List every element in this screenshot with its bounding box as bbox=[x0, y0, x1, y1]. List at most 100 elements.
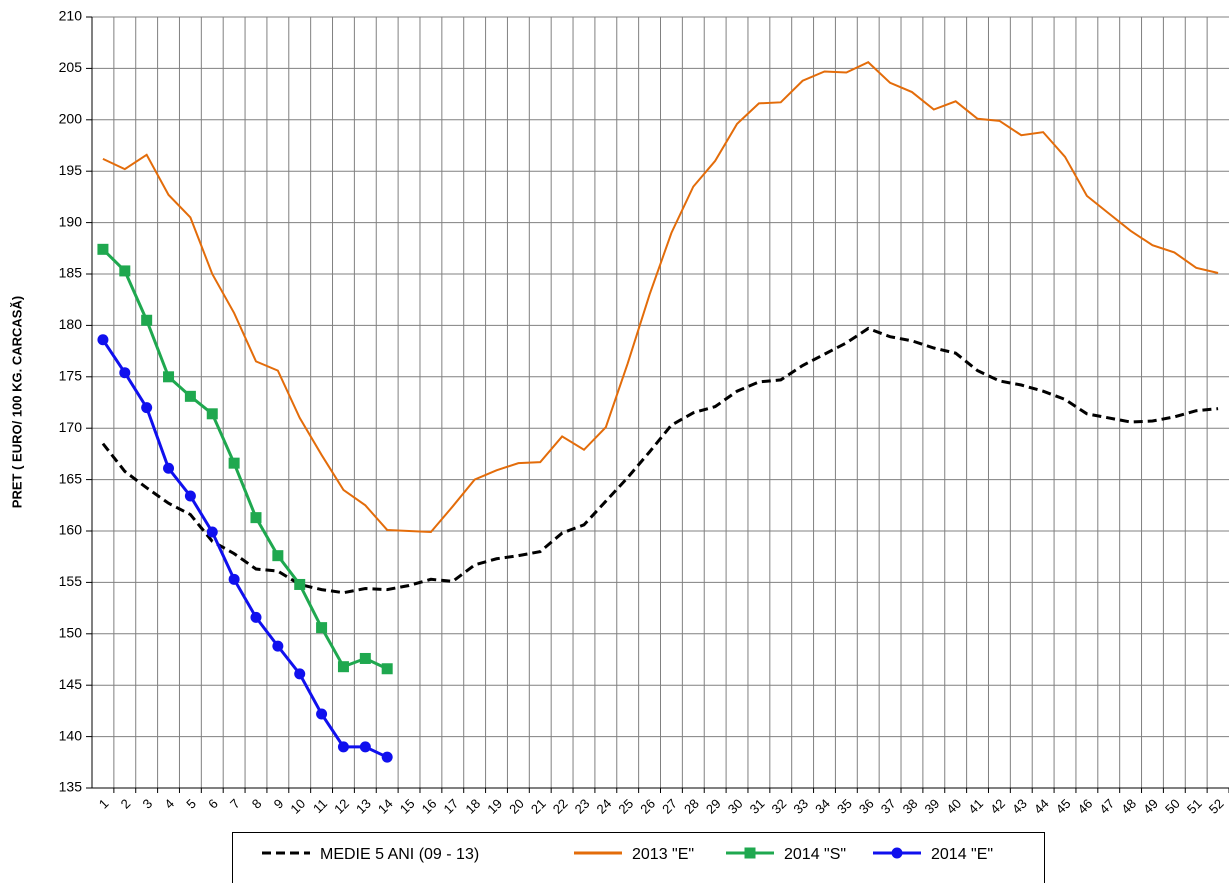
x-tick-label: 37 bbox=[878, 796, 899, 817]
x-tick-label: 11 bbox=[310, 796, 330, 816]
series-line bbox=[101, 338, 388, 759]
y-tick-label: 145 bbox=[59, 676, 83, 692]
marker bbox=[316, 708, 328, 720]
x-tick-label: 52 bbox=[1206, 796, 1227, 817]
marker bbox=[337, 661, 349, 673]
x-tick-label: 32 bbox=[768, 796, 789, 817]
y-tick-label: 140 bbox=[59, 727, 83, 743]
marker bbox=[228, 573, 240, 585]
x-tick-label: 35 bbox=[834, 796, 855, 817]
marker bbox=[119, 367, 131, 379]
x-tick-label: 47 bbox=[1096, 796, 1117, 817]
x-tick-label: 3 bbox=[139, 796, 155, 812]
x-tick-label: 38 bbox=[900, 796, 921, 817]
marker bbox=[381, 663, 393, 675]
x-tick-label: 24 bbox=[594, 796, 615, 817]
x-tick-label: 9 bbox=[271, 796, 287, 812]
legend-box bbox=[232, 832, 1045, 883]
legend-label: 2013 "E" bbox=[632, 846, 694, 863]
y-tick-label: 160 bbox=[59, 522, 83, 538]
x-tick-label: 25 bbox=[615, 796, 636, 817]
series-line bbox=[101, 248, 388, 671]
x-tick-label: 29 bbox=[703, 796, 724, 817]
x-tick-label: 1 bbox=[96, 796, 112, 812]
x-tick-label: 18 bbox=[462, 796, 483, 817]
x-tick-label: 40 bbox=[943, 796, 964, 817]
x-tick-label: 44 bbox=[1031, 796, 1052, 817]
y-tick-label: 170 bbox=[59, 419, 83, 435]
marker bbox=[272, 640, 284, 652]
x-tick-label: 45 bbox=[1053, 796, 1074, 817]
x-tick-label: 21 bbox=[528, 796, 549, 817]
x-tick-label: 48 bbox=[1118, 796, 1139, 817]
x-tick-label: 33 bbox=[790, 796, 811, 817]
x-tick-label: 7 bbox=[227, 796, 243, 812]
marker bbox=[228, 457, 240, 469]
x-tick-label: 6 bbox=[205, 796, 221, 812]
y-tick-label: 210 bbox=[59, 8, 83, 24]
x-tick-label: 28 bbox=[681, 796, 702, 817]
x-tick-label: 14 bbox=[375, 796, 396, 817]
y-tick-label: 200 bbox=[59, 111, 83, 127]
series-line bbox=[102, 61, 1219, 534]
marker bbox=[337, 741, 349, 753]
marker bbox=[206, 408, 218, 420]
marker bbox=[97, 334, 109, 346]
marker bbox=[119, 265, 131, 277]
x-tick-label: 50 bbox=[1162, 796, 1183, 817]
x-tick-label: 4 bbox=[161, 796, 177, 812]
x-tick-label: 49 bbox=[1140, 796, 1161, 817]
y-tick-label: 195 bbox=[59, 162, 83, 178]
y-tick-label: 165 bbox=[59, 470, 83, 486]
marker bbox=[744, 847, 756, 859]
marker bbox=[272, 550, 284, 562]
marker bbox=[294, 578, 306, 590]
x-tick-label: 39 bbox=[922, 796, 943, 817]
marker bbox=[163, 371, 175, 383]
x-tick-label: 43 bbox=[1009, 796, 1030, 817]
marker bbox=[250, 611, 262, 623]
y-tick-label: 190 bbox=[59, 213, 83, 229]
x-tick-label: 36 bbox=[856, 796, 877, 817]
series-line bbox=[101, 326, 1219, 595]
x-tick-label: 10 bbox=[287, 796, 308, 817]
marker bbox=[359, 652, 371, 664]
marker bbox=[141, 402, 153, 414]
x-tick-label: 19 bbox=[484, 796, 505, 817]
x-tick-label: 12 bbox=[331, 796, 352, 817]
marker bbox=[184, 490, 196, 502]
x-tick-label: 17 bbox=[440, 796, 461, 817]
x-tick-label: 51 bbox=[1184, 796, 1205, 817]
x-tick-label: 41 bbox=[965, 796, 986, 817]
y-tick-label: 155 bbox=[59, 573, 83, 589]
x-tick-label: 5 bbox=[183, 796, 199, 812]
y-tick-label: 150 bbox=[59, 625, 83, 641]
marker bbox=[184, 390, 196, 402]
marker bbox=[381, 751, 393, 763]
y-tick-label: 180 bbox=[59, 316, 83, 332]
x-tick-label: 13 bbox=[353, 796, 374, 817]
marker bbox=[141, 314, 153, 326]
x-tick-label: 27 bbox=[659, 796, 680, 817]
marker bbox=[163, 462, 175, 474]
y-tick-label: 135 bbox=[59, 779, 83, 795]
x-tick-label: 42 bbox=[987, 796, 1008, 817]
marker bbox=[294, 668, 306, 680]
x-tick-label: 26 bbox=[637, 796, 658, 817]
legend-label: 2014 "E" bbox=[931, 846, 993, 863]
y-tick-label: 175 bbox=[59, 368, 83, 384]
marker bbox=[97, 243, 109, 255]
marker bbox=[359, 741, 371, 753]
marker bbox=[891, 847, 903, 859]
x-tick-label: 15 bbox=[397, 796, 418, 817]
x-tick-label: 2 bbox=[118, 796, 134, 812]
legend-label: MEDIE 5 ANI (09 - 13) bbox=[320, 846, 479, 863]
x-tick-label: 20 bbox=[506, 796, 527, 817]
legend-label: 2014 "S" bbox=[784, 846, 846, 863]
legend: MEDIE 5 ANI (09 - 13) 2013 "E" 2014 "S" 201… bbox=[232, 832, 1045, 883]
x-tick-label: 34 bbox=[812, 796, 833, 817]
marker bbox=[316, 622, 328, 634]
x-tick-label: 23 bbox=[572, 796, 593, 817]
